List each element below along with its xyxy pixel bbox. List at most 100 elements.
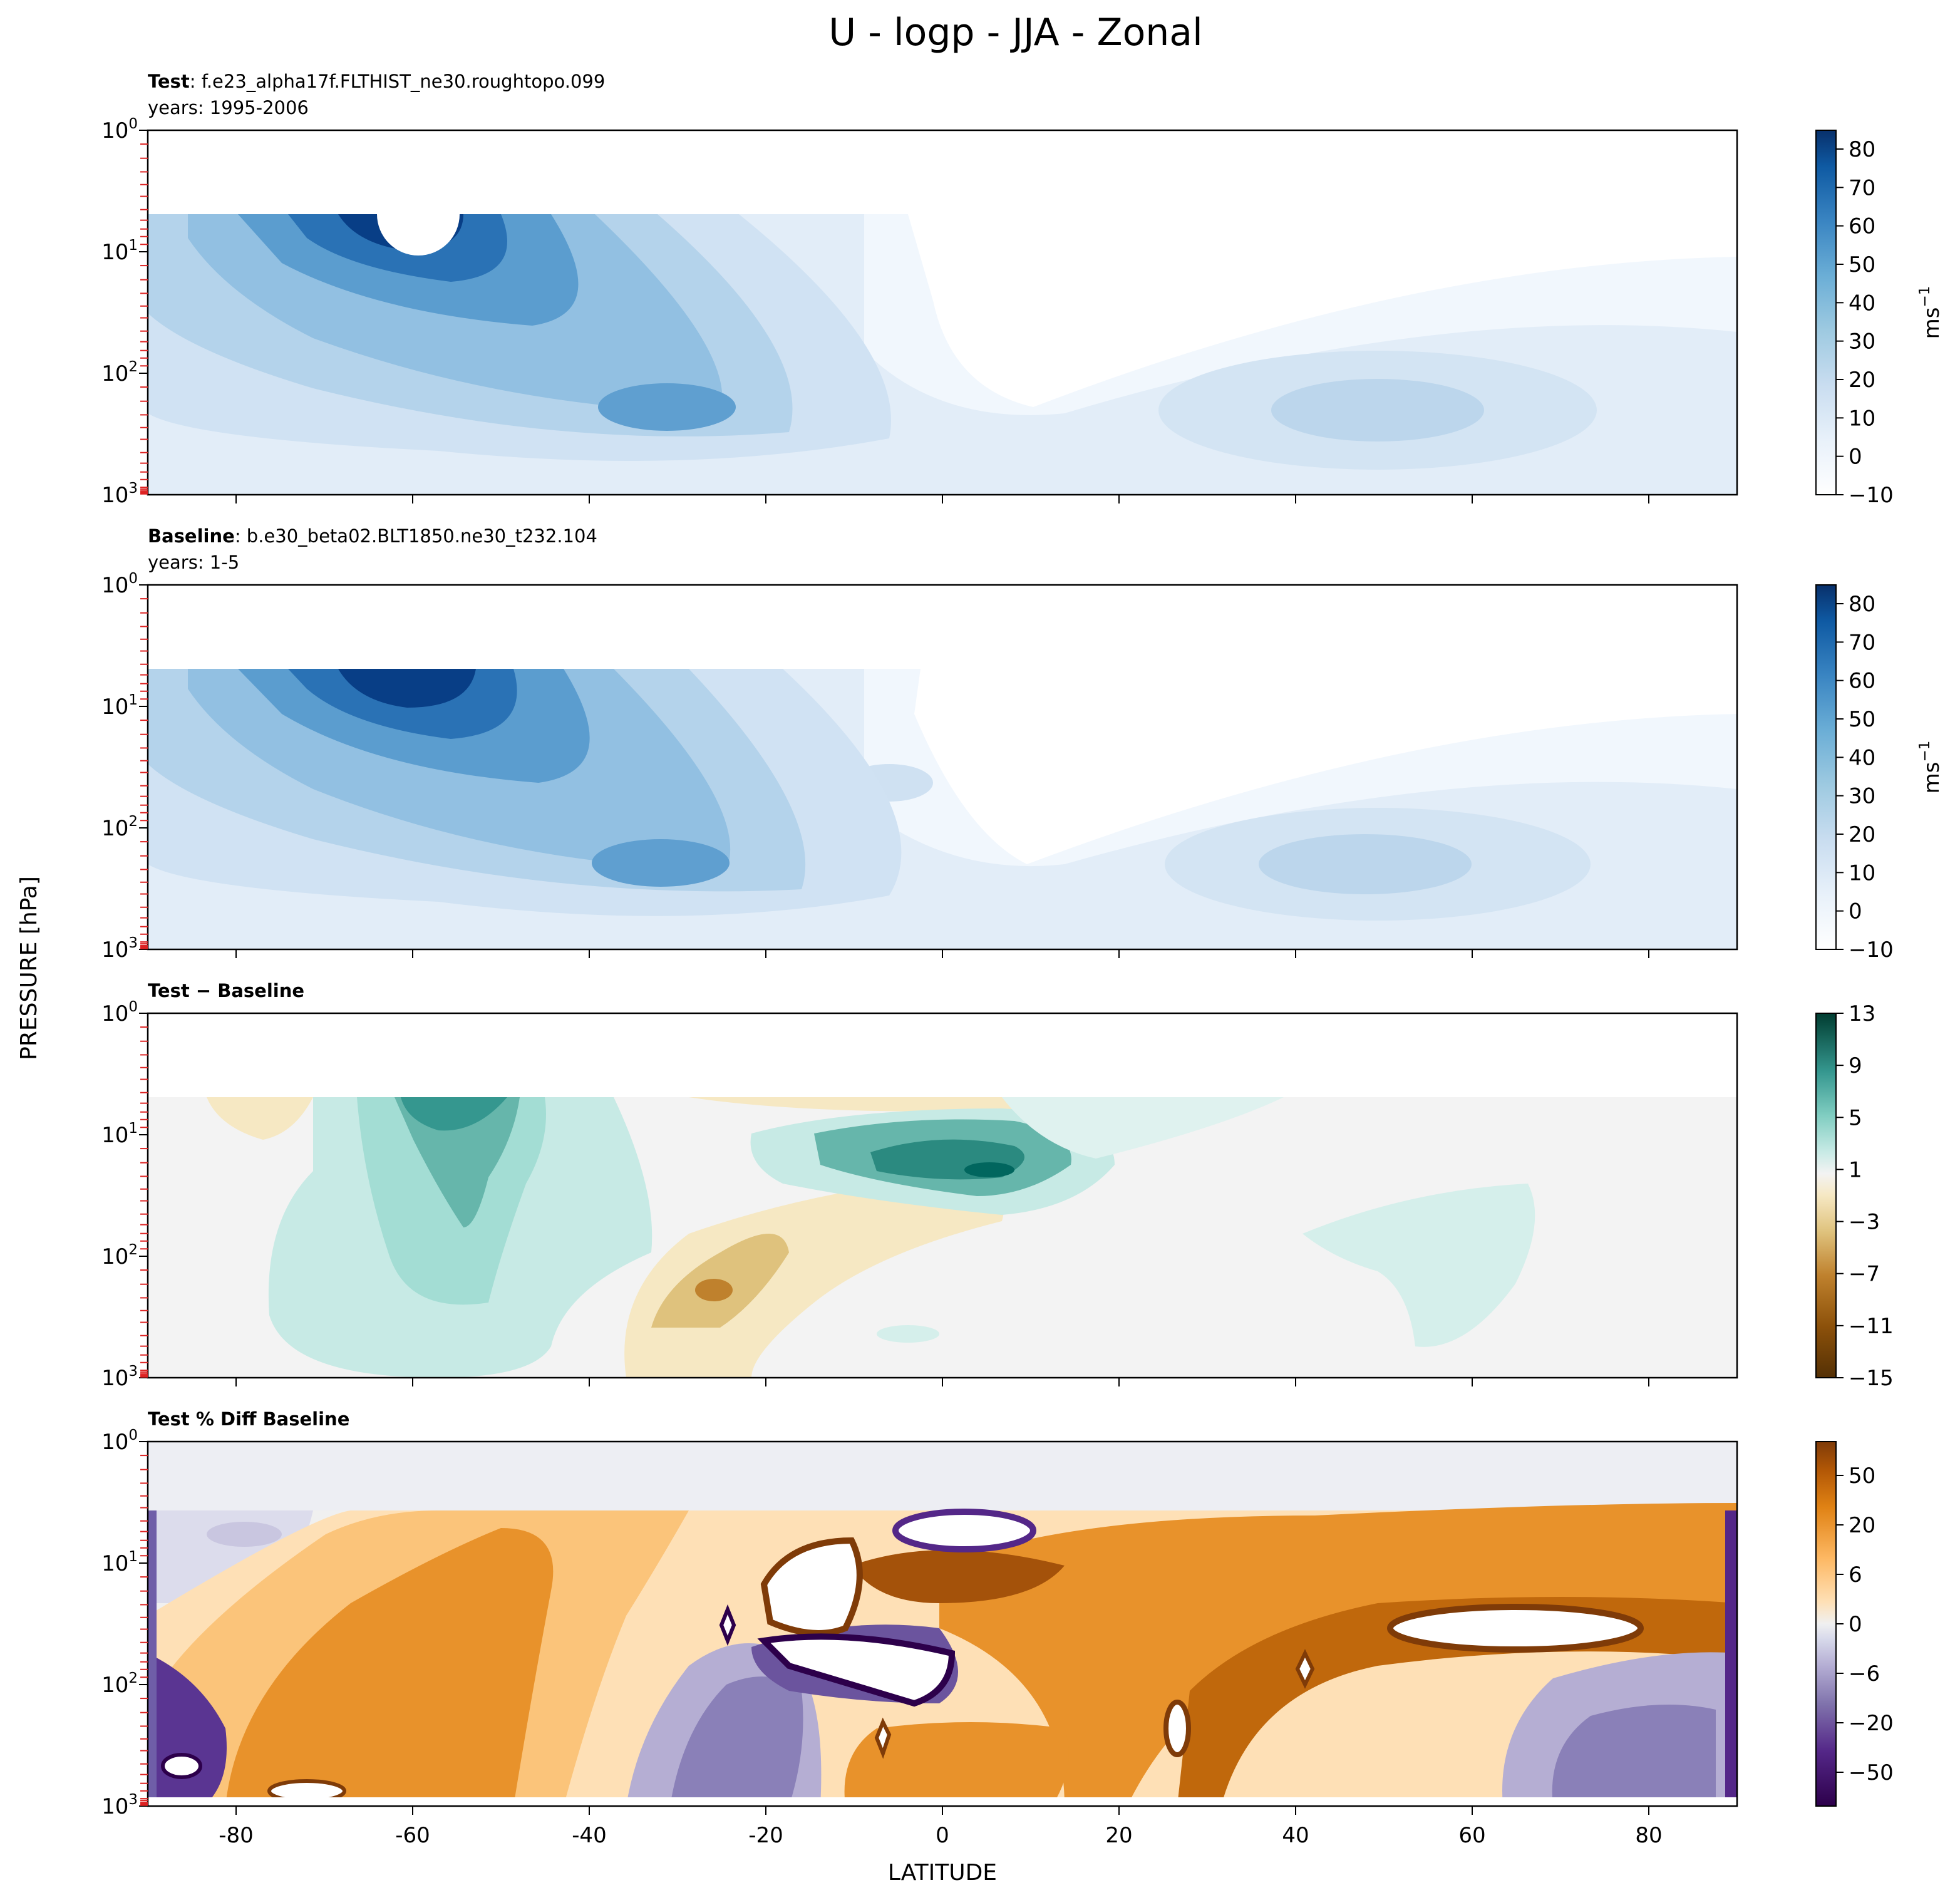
colorbar-tick-label: 5 [1849,1105,1862,1130]
field-top-band [148,1442,1737,1510]
panel-baseline-title-rest: : b.e30_beta02.BLT1850.ne30_t232.104 [235,525,597,547]
field-neg-spot [695,1279,733,1301]
panel-diff-level-markers [140,1026,148,1378]
panel-pct-level-markers [140,1455,148,1806]
panel-test-y-labels: 100 101 102 103 [101,116,138,508]
field-hole-2 [760,1537,863,1636]
colorbar-tick-label: 13 [1849,1001,1875,1026]
field-diamond-3 [874,1717,892,1759]
colorbar-tick-label: 60 [1849,669,1875,694]
field-pos-trop-core [964,1162,1014,1177]
y-tick-label-1000: 103 [101,480,138,508]
field-sh-subjet [598,383,736,431]
colorbar-tick-label: 20 [1849,368,1875,393]
panel-baseline-x-ticks [235,949,1649,958]
x-tick-label: -80 [219,1823,254,1848]
colorbar-tick-label: 9 [1849,1053,1862,1078]
colorbar-tick-label: 0 [1849,1612,1862,1637]
colorbar-tick-label: 0 [1849,445,1862,470]
panel-baseline-title: Baseline: b.e30_beta02.BLT1850.ne30_t232… [148,525,597,547]
field-no-data [148,130,1737,214]
colorbar-tick-label: 20 [1849,822,1875,847]
field-neg-polar-left-edge [148,1510,157,1806]
panel-pct-colorbar: 50 20 6 0 −6 −20 −50 [1815,1441,1894,1807]
colorbar-tick-label: 40 [1849,745,1875,770]
panel-pct: Test % Diff Baseline [101,1408,1894,1848]
field-pos-lower-trop [844,1722,1069,1806]
x-tick-label: 0 [936,1823,949,1848]
panel-test-subtitle: years: 1995-2006 [148,97,309,118]
colorbar-tick-label: −7 [1849,1262,1880,1287]
y-tick-label-1000: 103 [101,935,138,963]
figure-title: U - logp - JJA - Zonal [828,11,1203,54]
colorbar-tick-label: −20 [1849,1711,1894,1736]
field-neg-nh-core [1552,1705,1716,1806]
field-hole-6 [161,1753,202,1779]
colorbar-tick-label: −6 [1849,1661,1880,1686]
panel-test-level-markers [140,143,148,495]
y-tick-label-100: 102 [101,1242,138,1269]
panel-baseline-title-bold: Baseline [148,525,235,547]
field-weak-pos-nh2 [1302,1184,1535,1347]
colorbar-unit-label: ms−1 [1917,286,1944,339]
panel-baseline-y-ticks [139,584,148,950]
colorbar-tick-label: 20 [1849,1513,1875,1538]
field-weak-pos-small [877,1325,939,1343]
field-sh-subjet [592,839,730,887]
field-hole-4 [1387,1604,1644,1653]
y-tick-label-10: 101 [101,692,138,720]
colorbar-tick-label: 10 [1849,406,1875,431]
panel-diff-x-ticks [235,1378,1649,1386]
panel-test-y-ticks [139,130,148,374]
panel-baseline-subtitle: years: 1-5 [148,552,239,573]
colorbar-tick-label: 6 [1849,1562,1862,1588]
panel-diff-title: Test − Baseline [148,980,304,1001]
colorbar-tick-label: 50 [1849,707,1875,732]
panel-baseline-level-markers [140,598,148,949]
field-pos-very-strong [852,1550,1065,1603]
x-tick-label: -20 [748,1823,783,1848]
field-no-data [148,1013,1737,1097]
field-top-notch [377,214,460,256]
panel-baseline: Baseline: b.e30_beta02.BLT1850.ne30_t232… [101,525,1944,963]
x-tick-label: 40 [1282,1823,1309,1848]
colorbar-tick-label: 30 [1849,329,1875,354]
field-nh-jet-inner [1271,379,1484,441]
colorbar-tick-label: 80 [1849,592,1875,617]
colorbar-tick-label: 80 [1849,137,1875,162]
panel-test-field [148,130,1737,495]
panel-test-x-ticks [235,495,1649,503]
colorbar-ticks: 80 70 60 50 40 30 20 10 0 −10 [1836,592,1894,963]
field-weak-pos-nh [1002,1097,1284,1159]
panel-baseline-field [148,585,1737,949]
x-tick-label: -60 [395,1823,430,1848]
panel-diff-field [148,1013,1737,1378]
field-sh-core [338,669,476,708]
field-diamond-1 [719,1604,736,1646]
y-tick-label-100: 102 [101,813,138,841]
y-tick-label-10: 101 [101,1120,138,1148]
field-pos-right-band [939,1503,1737,1806]
field-pos-strong [225,1528,554,1806]
x-tick-labels: -80 -60 -40 -20 0 20 40 60 80 [219,1823,1662,1848]
x-tick-label: 80 [1635,1823,1662,1848]
panel-diff-y-labels: 100 101 102 103 [101,999,138,1391]
panel-pct-title: Test % Diff Baseline [148,1408,349,1430]
y-tick-label-1000: 103 [101,1363,138,1391]
colorbar-tick-label: −15 [1849,1366,1894,1391]
panel-baseline-colorbar: 80 70 60 50 40 30 20 10 0 −10 ms−1 [1815,584,1944,963]
panel-diff-y-ticks [139,1013,148,1378]
y-tick-label-1000: 103 [101,1792,138,1819]
colorbar-tick-label: 0 [1849,899,1862,924]
field-weak-neg-2 [689,1097,1065,1112]
field-weak-neg-1 [207,1097,313,1140]
panel-baseline-y-labels: 100 101 102 103 [101,571,138,963]
panel-test-title-bold: Test [148,71,190,92]
y-axis-label: PRESSURE [hPa] [16,876,42,1060]
panel-pct-x-ticks [235,1806,1649,1815]
colorbar-ticks: 80 70 60 50 40 30 20 10 0 −10 [1836,137,1894,508]
colorbar-tick-label: 70 [1849,175,1875,200]
panel-pct-field [148,1442,1737,1806]
colorbar-ticks: 13 9 5 1 −3 −7 −11 −15 [1836,1001,1894,1391]
